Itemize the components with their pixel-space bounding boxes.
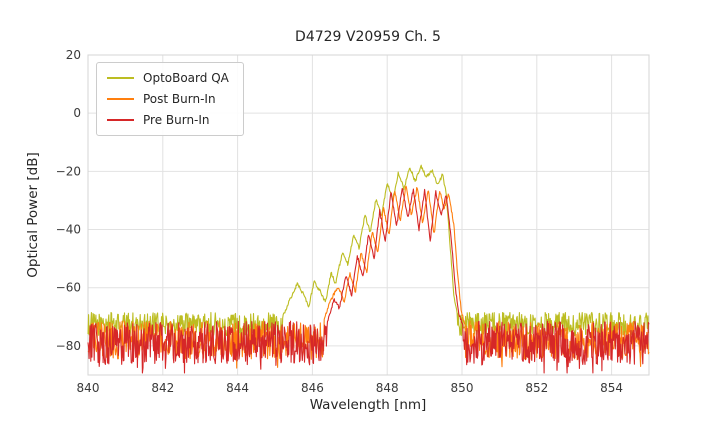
x-tick-label: 840 [77,381,100,395]
x-tick-label: 854 [600,381,623,395]
legend-line-sample-optoboard-qa [107,77,134,79]
y-tick-label: −40 [56,223,81,237]
series-line-pre-burn-in [87,188,650,374]
y-tick-label: 0 [73,106,81,120]
x-tick-label: 850 [451,381,474,395]
legend-item-pre-burn-in: Pre Burn-In [107,114,229,126]
legend-item-optoboard-qa: OptoBoard QA [107,72,229,84]
y-axis-label: Optical Power [dB] [25,152,41,278]
y-tick-label: −80 [56,339,81,353]
y-tick-label: 20 [66,48,81,62]
legend-label-pre-burn-in: Pre Burn-In [143,113,210,127]
y-tick-label: −20 [56,164,81,178]
legend-label-optoboard-qa: OptoBoard QA [143,71,229,85]
legend-item-post-burn-in: Post Burn-In [107,93,229,105]
x-tick-label: 852 [525,381,548,395]
axes-frame [87,54,650,376]
series-line-optoboard-qa [87,164,650,347]
x-tick-label: 846 [301,381,324,395]
x-axis-label: Wavelength [nm] [309,397,427,413]
legend: OptoBoard QA Post Burn-In Pre Burn-In [96,62,244,136]
x-tick-label: 842 [151,381,174,395]
legend-label-post-burn-in: Post Burn-In [143,92,216,106]
y-tick-label: −60 [56,281,81,295]
chart-title: D4729 V20959 Ch. 5 [295,29,441,45]
legend-line-sample-post-burn-in [107,98,134,100]
x-tick-label: 848 [376,381,399,395]
legend-line-sample-pre-burn-in [107,119,134,121]
x-tick-label: 844 [226,381,249,395]
